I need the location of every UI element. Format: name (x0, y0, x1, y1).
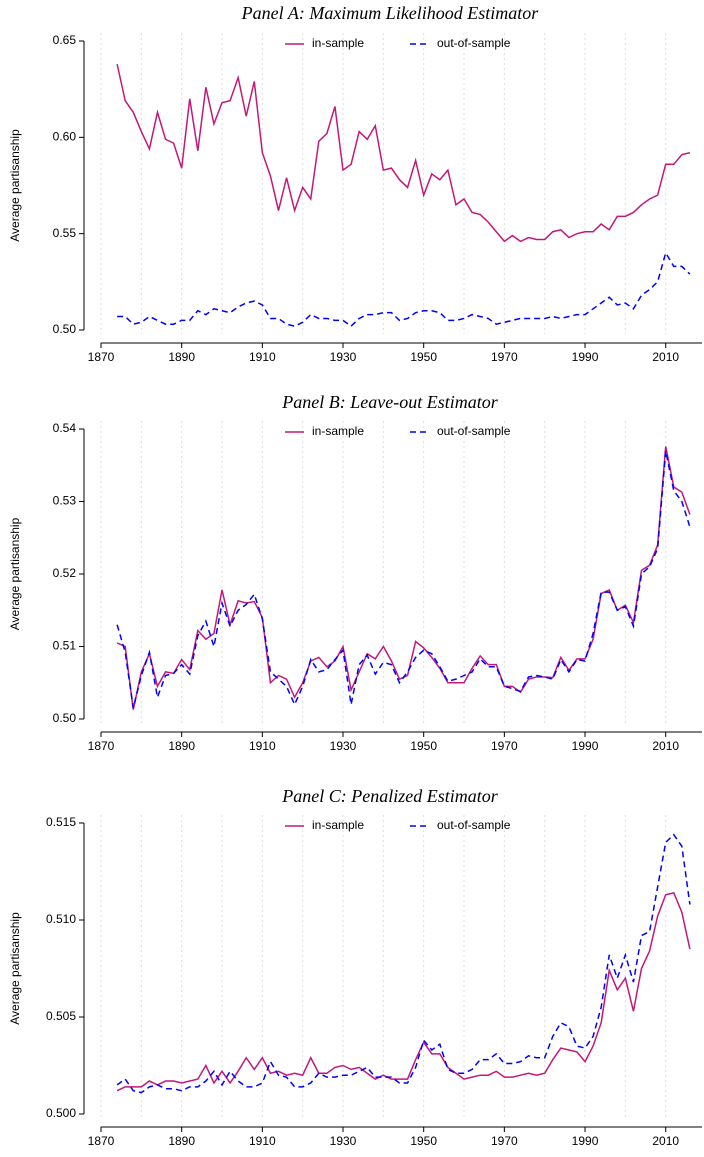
y-tick-label: 0.53 (53, 494, 77, 508)
y-tick-label: 0.50 (53, 322, 77, 336)
y-tick-label: 0.55 (53, 226, 77, 240)
series-line (116, 63, 691, 243)
x-tick-label: 1930 (330, 350, 357, 364)
y-tick-label: 0.510 (46, 912, 76, 926)
y-axis-label: Average partisanship (8, 129, 22, 242)
x-tick-label: 1990 (572, 350, 599, 364)
x-tick-label: 1890 (168, 350, 195, 364)
y-tick-label: 0.60 (53, 130, 77, 144)
y-tick-label: 0.505 (46, 1009, 76, 1023)
series-line (116, 446, 691, 710)
y-tick-label: 0.500 (46, 1106, 76, 1120)
legend-label: in-sample (312, 36, 364, 50)
x-tick-label: 2010 (652, 739, 679, 753)
y-tick-label: 0.52 (53, 566, 77, 580)
x-tick-label: 1870 (88, 739, 115, 753)
x-tick-label: 1990 (572, 739, 599, 753)
x-tick-label: 1910 (249, 1134, 276, 1148)
x-tick-label: 1970 (491, 739, 518, 753)
series-line (116, 833, 691, 1094)
x-tick-label: 2010 (652, 1134, 679, 1148)
legend-label: in-sample (312, 818, 364, 832)
chart-title: Panel B: Leave-out Estimator (281, 392, 498, 412)
chart-title: Panel A: Maximum Likelihood Estimator (241, 3, 540, 23)
x-tick-label: 1890 (168, 1134, 195, 1148)
y-axis-label: Average partisanship (8, 912, 22, 1025)
legend-label: out-of-sample (437, 36, 511, 50)
x-tick-label: 1930 (330, 739, 357, 753)
y-tick-label: 0.50 (53, 711, 77, 725)
x-tick-label: 1970 (491, 1134, 518, 1148)
x-tick-label: 1950 (410, 1134, 437, 1148)
series-line (116, 450, 691, 709)
chart-title: Panel C: Penalized Estimator (281, 786, 498, 806)
x-tick-label: 1970 (491, 350, 518, 364)
x-tick-label: 1870 (88, 1134, 115, 1148)
x-tick-label: 1870 (88, 350, 115, 364)
x-tick-label: 1930 (330, 1134, 357, 1148)
series-line (116, 891, 691, 1092)
series-line (117, 251, 691, 328)
x-tick-label: 1950 (410, 350, 437, 364)
x-tick-label: 1950 (410, 739, 437, 753)
legend-label: in-sample (312, 424, 364, 438)
y-tick-label: 0.65 (53, 33, 77, 47)
x-tick-label: 1890 (168, 739, 195, 753)
y-tick-label: 0.51 (53, 639, 77, 653)
legend-label: out-of-sample (437, 424, 511, 438)
x-tick-label: 1910 (249, 350, 276, 364)
legend-label: out-of-sample (437, 818, 511, 832)
x-tick-label: 1990 (572, 1134, 599, 1148)
y-tick-label: 0.515 (46, 815, 76, 829)
x-tick-label: 1910 (249, 739, 276, 753)
x-tick-label: 2010 (652, 350, 679, 364)
y-tick-label: 0.54 (53, 421, 77, 435)
y-axis-label: Average partisanship (8, 517, 22, 630)
